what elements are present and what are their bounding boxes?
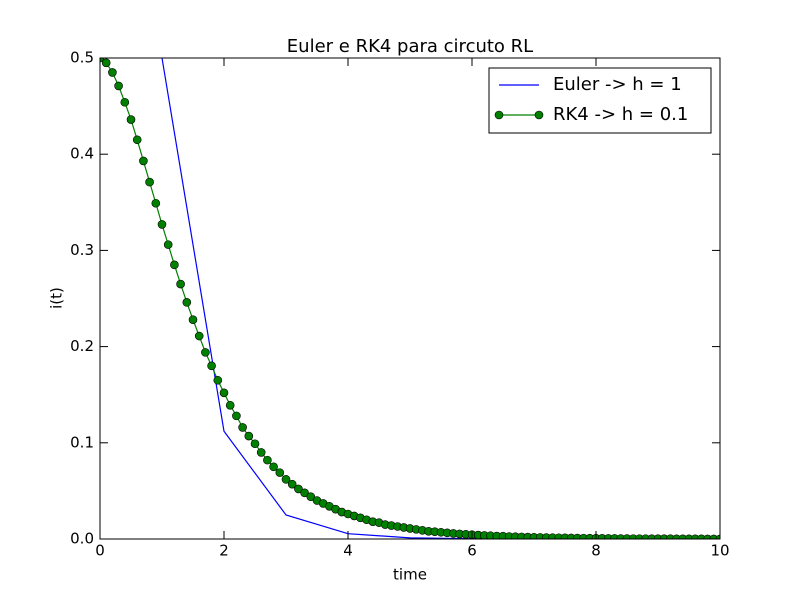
series-marker bbox=[151, 198, 161, 208]
series-marker bbox=[306, 492, 316, 501]
series-marker bbox=[176, 279, 185, 289]
series-marker bbox=[275, 468, 285, 477]
x-tick-label: 0 bbox=[95, 542, 105, 560]
series-marker bbox=[100, 58, 105, 63]
series-marker bbox=[219, 388, 229, 398]
y-tick-label: 0.2 bbox=[70, 337, 94, 355]
legend-label: RK4 -> h = 0.1 bbox=[553, 104, 688, 125]
series-marker bbox=[139, 156, 148, 166]
x-tick-label: 2 bbox=[219, 542, 229, 560]
series-marker bbox=[287, 479, 297, 489]
series-marker bbox=[263, 455, 272, 465]
plot-frame bbox=[99, 57, 721, 540]
series-marker bbox=[170, 260, 179, 270]
series-marker bbox=[108, 68, 117, 77]
series-marker bbox=[194, 331, 204, 341]
series-marker bbox=[120, 97, 130, 107]
series-marker bbox=[188, 315, 198, 324]
plot-area bbox=[100, 58, 720, 539]
series-marker bbox=[294, 484, 303, 494]
series-marker bbox=[269, 462, 278, 472]
series-marker bbox=[244, 431, 254, 441]
series-marker bbox=[300, 488, 309, 498]
series-marker bbox=[132, 135, 142, 145]
series-marker bbox=[207, 361, 216, 371]
legend-box bbox=[488, 67, 712, 134]
series-marker bbox=[163, 240, 173, 249]
x-tick-label: 4 bbox=[343, 542, 353, 560]
x-axis-label: time bbox=[393, 566, 427, 584]
series-marker bbox=[201, 348, 210, 357]
series-marker bbox=[281, 475, 291, 484]
series-marker bbox=[182, 298, 192, 307]
series-marker bbox=[250, 439, 260, 449]
series-marker bbox=[145, 177, 154, 187]
series-marker bbox=[238, 423, 247, 432]
series-marker bbox=[157, 220, 167, 229]
x-tick-label: 6 bbox=[467, 542, 477, 560]
legend-marker bbox=[494, 110, 504, 120]
x-tick-label: 8 bbox=[591, 542, 601, 560]
legend-marker bbox=[534, 110, 544, 120]
y-tick-label: 0.3 bbox=[70, 241, 94, 259]
series-marker bbox=[114, 81, 123, 91]
y-tick-label: 0.0 bbox=[70, 530, 94, 548]
chart-title: Euler e RK4 para circuto RL bbox=[287, 36, 533, 57]
legend-label: Euler -> h = 1 bbox=[553, 74, 682, 95]
y-tick-label: 0.4 bbox=[70, 145, 94, 163]
series-marker bbox=[101, 58, 111, 68]
y-tick-label: 0.1 bbox=[70, 433, 94, 451]
series-marker bbox=[232, 411, 241, 421]
y-axis-label: i(t) bbox=[48, 287, 66, 309]
series-marker bbox=[225, 400, 235, 410]
series-marker bbox=[256, 448, 266, 457]
series-marker bbox=[213, 375, 223, 385]
series-marker bbox=[126, 115, 136, 124]
x-tick-label: 10 bbox=[710, 542, 729, 560]
y-tick-label: 0.5 bbox=[70, 49, 94, 67]
